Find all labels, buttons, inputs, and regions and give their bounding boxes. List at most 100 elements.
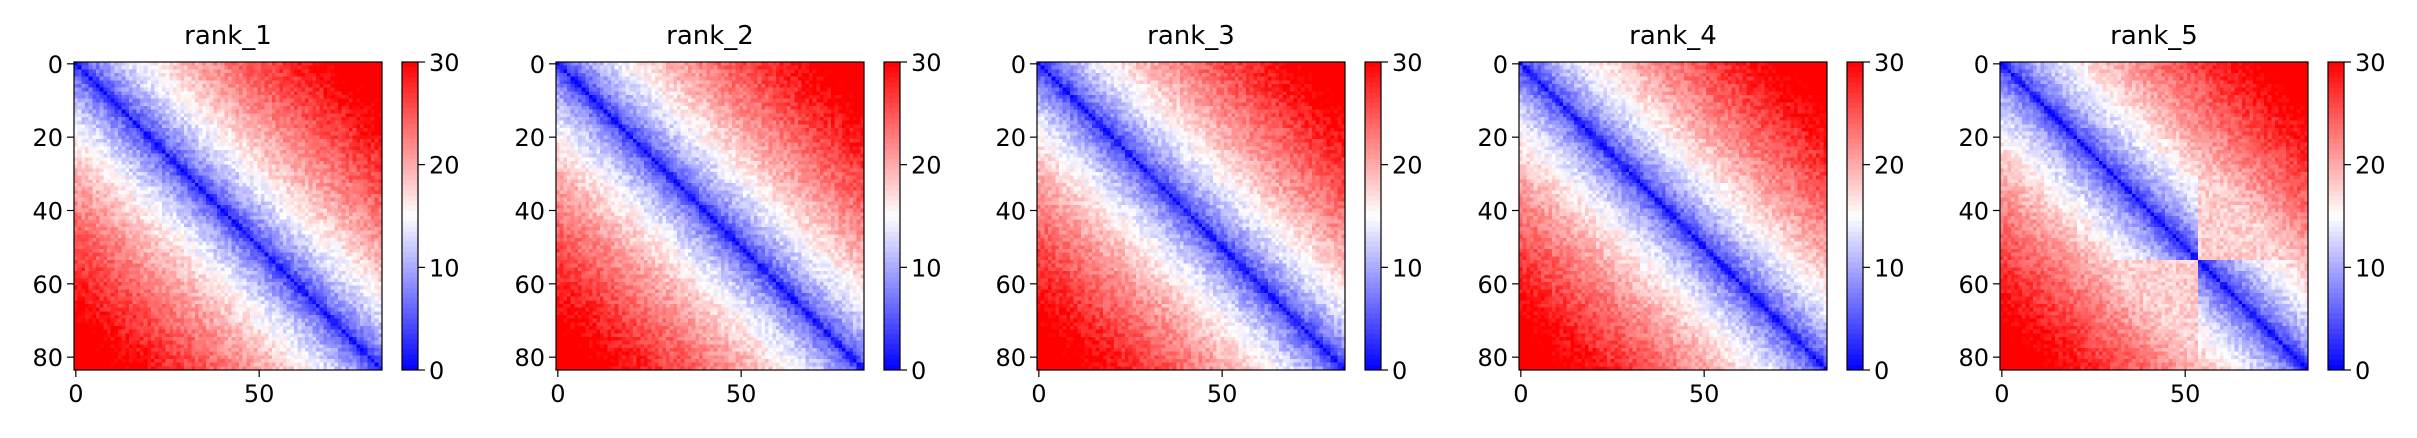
heatmap-cell	[180, 260, 184, 264]
heatmap-cell	[103, 216, 107, 220]
heatmap-cell	[290, 128, 294, 132]
heatmap-cell	[250, 95, 254, 99]
heatmap-cell	[217, 150, 221, 154]
heatmap-cell	[309, 172, 313, 176]
heatmap-cell	[162, 223, 166, 227]
heatmap-cell	[166, 209, 170, 213]
heatmap-cell	[111, 139, 115, 143]
heatmap-cell	[206, 220, 210, 224]
heatmap-cell	[184, 212, 188, 216]
heatmap-cell	[320, 143, 324, 147]
heatmap-cell	[312, 198, 316, 202]
heatmap-cell	[103, 77, 107, 81]
heatmap-cell	[221, 275, 225, 279]
heatmap-cell	[136, 165, 140, 169]
heatmap-cell	[210, 231, 214, 235]
heatmap-cell	[122, 249, 126, 253]
heatmap-cell	[184, 88, 188, 92]
heatmap-cell	[118, 260, 122, 264]
heatmap-cell	[305, 128, 309, 132]
heatmap-cell	[144, 179, 148, 183]
heatmap-cell	[92, 139, 96, 143]
heatmap-cell	[254, 62, 258, 66]
heatmap-cell	[184, 231, 188, 235]
heatmap-cell	[338, 190, 342, 194]
heatmap-cell	[133, 139, 137, 143]
heatmap-cell	[81, 205, 85, 209]
heatmap-cell	[305, 132, 309, 136]
heatmap-cell	[188, 183, 192, 187]
heatmap-cell	[74, 132, 78, 136]
heatmap-cell	[283, 161, 287, 165]
heatmap-cell	[122, 227, 126, 231]
heatmap-cell	[180, 113, 184, 117]
heatmap-cell	[327, 161, 331, 165]
heatmap-cell	[118, 220, 122, 224]
heatmap-cell	[323, 110, 327, 114]
heatmap-cell	[353, 223, 357, 227]
heatmap-cell	[320, 231, 324, 235]
heatmap-cell	[257, 179, 261, 183]
heatmap-cell	[96, 146, 100, 150]
heatmap-cell	[103, 271, 107, 275]
heatmap-cell	[78, 168, 82, 172]
heatmap-cell	[114, 110, 118, 114]
heatmap-cell	[103, 183, 107, 187]
heatmap-cell	[243, 99, 247, 103]
heatmap-cell	[364, 117, 368, 121]
heatmap-cell	[257, 62, 261, 66]
heatmap-cell	[243, 187, 247, 191]
heatmap-cell	[261, 165, 265, 169]
heatmap-cell	[327, 132, 331, 136]
heatmap-cell	[287, 249, 291, 253]
heatmap-cell	[78, 113, 82, 117]
heatmap-cell	[125, 238, 129, 242]
heatmap-cell	[371, 139, 375, 143]
heatmap-cell	[199, 190, 203, 194]
heatmap-cell	[111, 102, 115, 106]
heatmap-cell	[356, 66, 360, 70]
heatmap-cell	[294, 121, 298, 125]
heatmap-cell	[118, 183, 122, 187]
heatmap-cell	[331, 143, 335, 147]
heatmap-cell	[78, 161, 82, 165]
heatmap-cell	[367, 231, 371, 235]
heatmap-cell	[232, 194, 236, 198]
heatmap-cell	[166, 194, 170, 198]
heatmap-cell	[360, 220, 364, 224]
heatmap-cell	[298, 168, 302, 172]
heatmap-cell	[353, 139, 357, 143]
heatmap-cell	[162, 245, 166, 249]
heatmap-cell	[371, 157, 375, 161]
heatmap-cell	[140, 157, 144, 161]
heatmap-cell	[228, 150, 232, 154]
heatmap-cell	[210, 278, 214, 282]
heatmap-cell	[133, 121, 137, 125]
heatmap-cell	[173, 143, 177, 147]
heatmap-cell	[243, 121, 247, 125]
heatmap-cell	[133, 135, 137, 139]
heatmap-cell	[114, 157, 118, 161]
heatmap-cell	[375, 121, 379, 125]
heatmap-cell	[100, 157, 104, 161]
heatmap-cell	[202, 187, 206, 191]
heatmap-cell	[320, 212, 324, 216]
heatmap-cell	[202, 231, 206, 235]
heatmap-cell	[294, 165, 298, 169]
heatmap-cell	[301, 183, 305, 187]
heatmap-cell	[356, 172, 360, 176]
heatmap-cell	[144, 161, 148, 165]
heatmap-cell	[294, 267, 298, 271]
heatmap-cell	[118, 223, 122, 227]
heatmap-cell	[279, 132, 283, 136]
heatmap-cell	[177, 187, 181, 191]
heatmap-cell	[254, 121, 258, 125]
heatmap-cell	[305, 73, 309, 77]
heatmap-cell	[191, 183, 195, 187]
heatmap-cell	[239, 253, 243, 257]
heatmap-cell	[309, 190, 313, 194]
heatmap-cell	[239, 267, 243, 271]
heatmap-cell	[338, 165, 342, 169]
heatmap-cell	[136, 154, 140, 158]
heatmap-cell	[349, 187, 353, 191]
